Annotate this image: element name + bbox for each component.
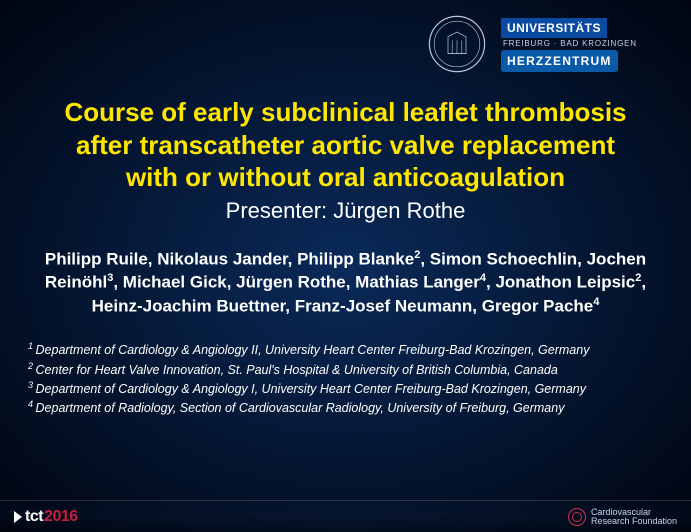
university-seal-icon [427, 14, 487, 74]
badge-line2: HERZZENTRUM [501, 50, 618, 72]
crf-ring-icon [568, 508, 586, 526]
author-list: Philipp Ruile, Nikolaus Jander, Philipp … [28, 248, 663, 319]
slide-container: UNIVERSITÄTS FREIBURG · BAD KROZINGEN HE… [0, 0, 691, 532]
title-line2: after transcatheter aortic valve replace… [76, 130, 615, 160]
slide-title: Course of early subclinical leaflet thro… [28, 96, 663, 194]
title-line3: with or without oral anticoagulation [126, 162, 565, 192]
affiliation-line: 1 Department of Cardiology & Angiology I… [28, 340, 663, 359]
institution-badge: UNIVERSITÄTS FREIBURG · BAD KROZINGEN HE… [495, 10, 663, 80]
logo-row: UNIVERSITÄTS FREIBURG · BAD KROZINGEN HE… [28, 10, 663, 88]
presenter-line: Presenter: Jürgen Rothe [28, 198, 663, 224]
badge-line1: UNIVERSITÄTS [501, 18, 607, 38]
crf-text: Cardiovascular Research Foundation [591, 508, 677, 526]
chevron-right-icon [14, 511, 22, 523]
footer-bar: tct2016 Cardiovascular Research Foundati… [0, 500, 691, 532]
badge-subline: FREIBURG · BAD KROZINGEN [503, 39, 637, 48]
tct-prefix: tct [25, 508, 43, 526]
tct-year: 2016 [44, 508, 78, 526]
affiliation-line: 3 Department of Cardiology & Angiology I… [28, 379, 663, 398]
affiliation-list: 1 Department of Cardiology & Angiology I… [28, 340, 663, 417]
crf-line2: Research Foundation [591, 517, 677, 526]
affiliation-line: 2 Center for Heart Valve Innovation, St.… [28, 360, 663, 379]
crf-logo: Cardiovascular Research Foundation [568, 508, 677, 526]
title-line1: Course of early subclinical leaflet thro… [64, 97, 626, 127]
tct-logo: tct2016 [14, 508, 78, 526]
affiliation-line: 4 Department of Radiology, Section of Ca… [28, 398, 663, 417]
